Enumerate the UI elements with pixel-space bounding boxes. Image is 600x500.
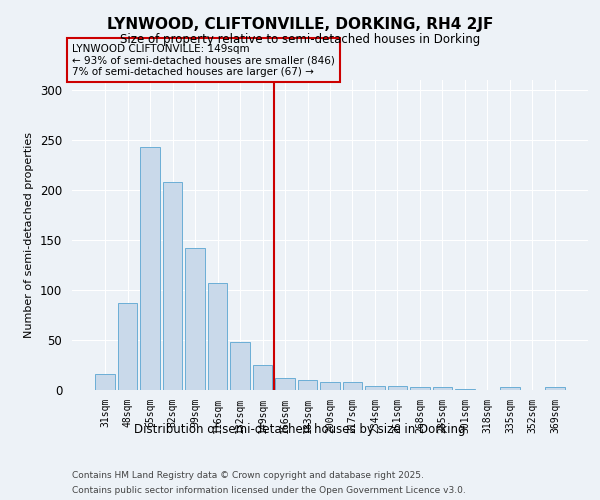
Bar <box>545 387 565 390</box>
Text: LYNWOOD CLIFTONVILLE: 149sqm
← 93% of semi-detached houses are smaller (846)
7% : LYNWOOD CLIFTONVILLE: 149sqm ← 93% of se… <box>72 44 335 77</box>
Text: Contains HM Land Registry data © Crown copyright and database right 2025.: Contains HM Land Registry data © Crown c… <box>72 471 424 480</box>
Bar <box>455 389 475 390</box>
Bar <box>185 248 205 390</box>
Bar <box>230 342 250 390</box>
Bar <box>433 387 452 390</box>
Bar <box>140 147 160 390</box>
Bar <box>410 387 430 390</box>
Bar <box>163 182 182 390</box>
Text: Contains public sector information licensed under the Open Government Licence v3: Contains public sector information licen… <box>72 486 466 495</box>
Bar <box>320 382 340 390</box>
Bar <box>388 386 407 390</box>
Bar <box>208 283 227 390</box>
Bar <box>253 365 272 390</box>
Bar <box>500 387 520 390</box>
Bar <box>275 378 295 390</box>
Bar <box>343 382 362 390</box>
Text: Size of property relative to semi-detached houses in Dorking: Size of property relative to semi-detach… <box>120 32 480 46</box>
Y-axis label: Number of semi-detached properties: Number of semi-detached properties <box>25 132 34 338</box>
Bar <box>298 380 317 390</box>
Bar <box>365 386 385 390</box>
Text: Distribution of semi-detached houses by size in Dorking: Distribution of semi-detached houses by … <box>134 422 466 436</box>
Text: LYNWOOD, CLIFTONVILLE, DORKING, RH4 2JF: LYNWOOD, CLIFTONVILLE, DORKING, RH4 2JF <box>107 18 493 32</box>
Bar <box>118 303 137 390</box>
Bar <box>95 374 115 390</box>
